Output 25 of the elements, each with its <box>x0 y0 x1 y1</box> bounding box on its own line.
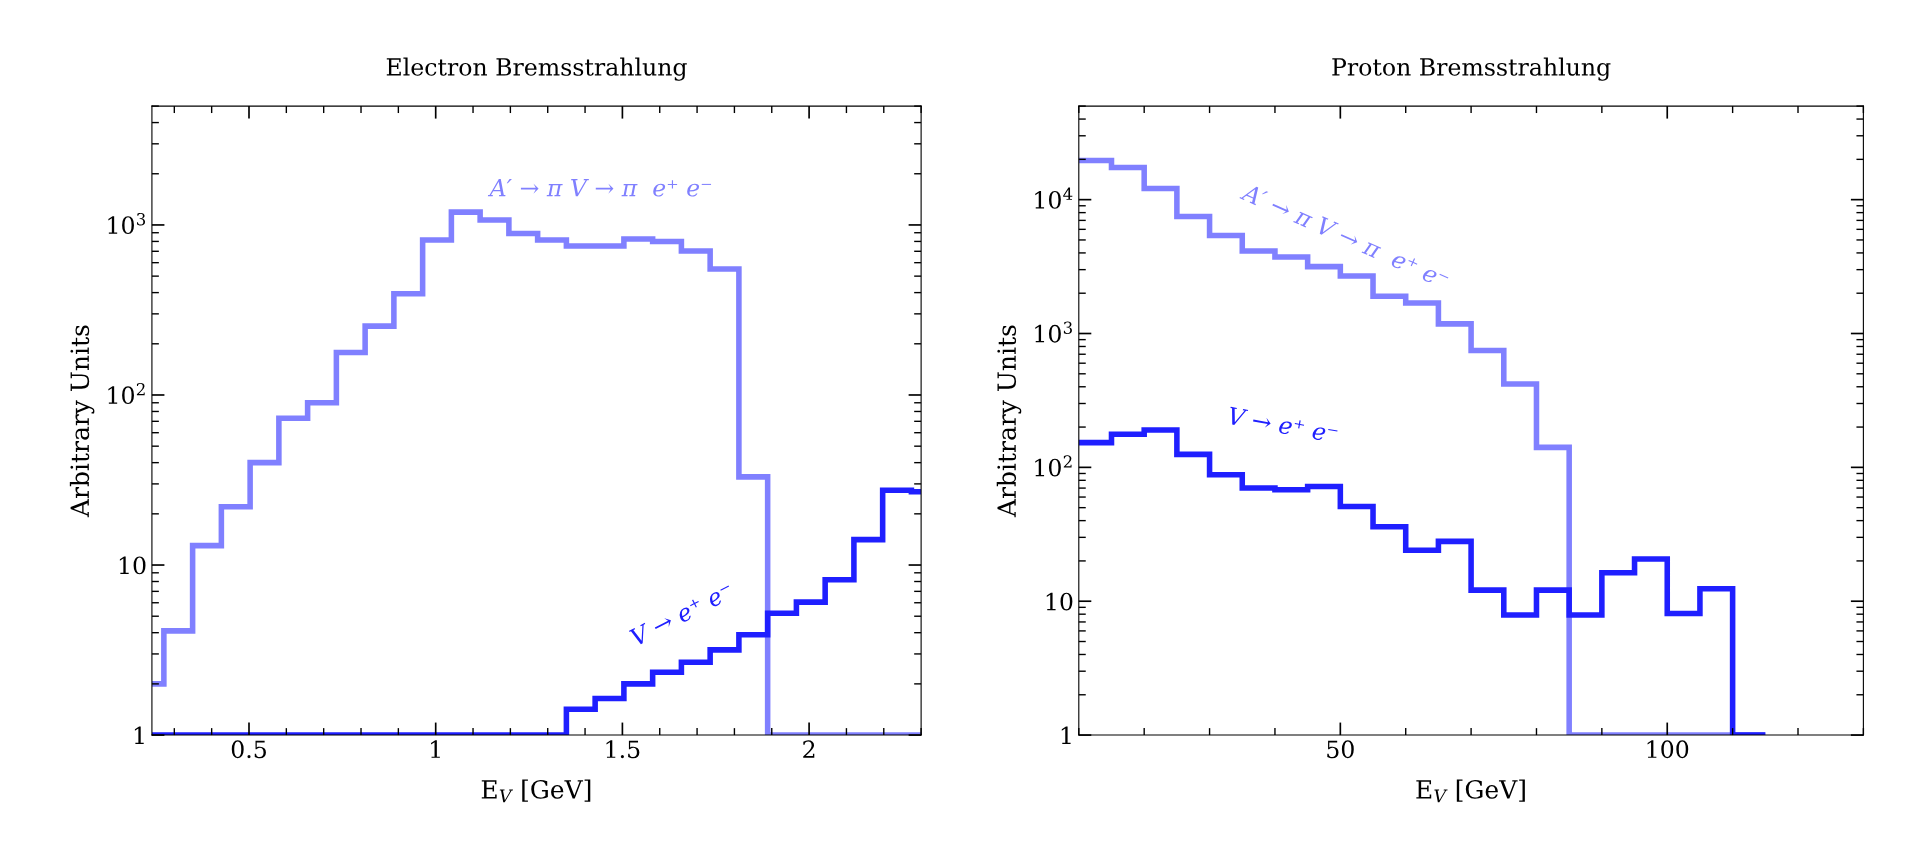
y-axis-title: Arbitrary Units <box>69 325 95 518</box>
y-tick-label: 10 <box>119 556 146 575</box>
y-tick-label: 10$^{2}$ <box>108 382 145 405</box>
chart-title: Proton Bremsstrahlung <box>1332 57 1611 81</box>
y-tick-label: 1 <box>1061 726 1071 745</box>
x-axis-title: E$_{V}$ [GeV] <box>481 779 591 803</box>
y-tick-label: 10$^{3}$ <box>1035 321 1072 343</box>
x-axis-title: E$_{V}$ [GeV] <box>1416 779 1525 803</box>
text: V → e⁺ e⁻ <box>1227 406 1339 444</box>
x-tick-label: 50 <box>1327 740 1354 759</box>
x-tick-label: 2 <box>803 740 815 758</box>
x-tick-label: 1.5 <box>606 740 640 759</box>
y-tick-label: 1 <box>134 726 144 745</box>
y-tick-label: 10$^{3}$ <box>108 212 146 235</box>
x-tick-label: 1 <box>431 740 440 758</box>
series-label: A′ → π V → π e⁺ e⁻ <box>487 179 712 197</box>
x-tick-label: 100 <box>1647 740 1689 759</box>
y-tick-label: 10 <box>1046 592 1073 611</box>
text: A′ → π V → π e⁺ e⁻ <box>1239 182 1451 290</box>
y-tick-label: 10$^{4}$ <box>1035 187 1073 209</box>
y-axis-title: Arbitrary Units <box>996 325 1022 518</box>
x-tick-label: 0.5 <box>231 740 266 759</box>
text: V → e⁺ e⁻ <box>628 581 735 647</box>
chart-title: Electron Bremsstrahlung <box>386 57 687 81</box>
y-tick-label: 10$^{2}$ <box>1035 455 1072 477</box>
